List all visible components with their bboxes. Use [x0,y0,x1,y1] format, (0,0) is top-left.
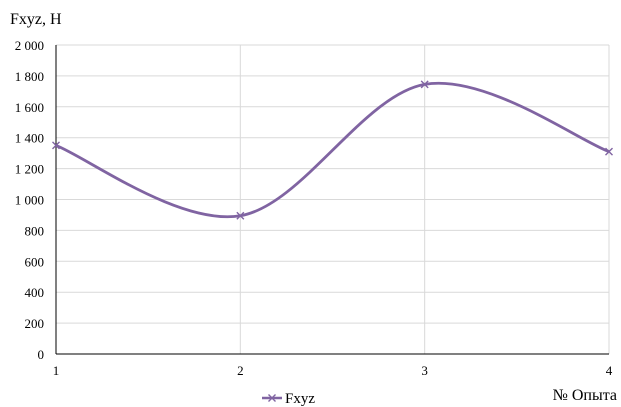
y-axis-title: Fxyz, H [10,11,62,28]
legend-marker-glyph [268,394,276,402]
x-tick-labels: 1 2 3 4 [53,363,613,378]
legend-label-fxyz: Fxyz [285,391,315,407]
x-axis-title: № Опыта [553,387,617,404]
data-point-marker [420,80,429,89]
y-tick-label: 0 [38,347,45,362]
y-tick-labels: 0 200 400 600 800 1 000 1 200 1 400 1 600 1 800 2 … [15,38,44,362]
legend: Fxyz [262,391,315,407]
y-tick-label: 1 000 [15,193,44,208]
y-tick-label: 800 [25,223,45,238]
data-point-marker [605,147,613,156]
y-tick-label: 1 400 [15,131,44,146]
y-tick-label: 400 [25,285,45,300]
data-point-marker [52,141,60,150]
y-tick-label: 600 [25,254,45,269]
x-tick-label: 3 [421,363,428,378]
x-tick-label: 4 [606,363,613,378]
data-point-marker [236,211,245,220]
legend-marker-x [268,394,276,402]
x-tick-label: 1 [53,363,60,378]
series-line-fxyz [55,81,610,219]
axes [55,45,609,355]
y-tick-label: 1 200 [15,162,44,177]
y-tick-label: 1 800 [15,69,44,84]
y-tick-label: 200 [25,316,45,331]
gridlines [56,44,610,354]
y-tick-label: 1 600 [15,100,44,115]
series-group [52,80,613,220]
x-tick-label: 2 [237,363,244,378]
y-tick-label: 2 000 [15,38,44,53]
